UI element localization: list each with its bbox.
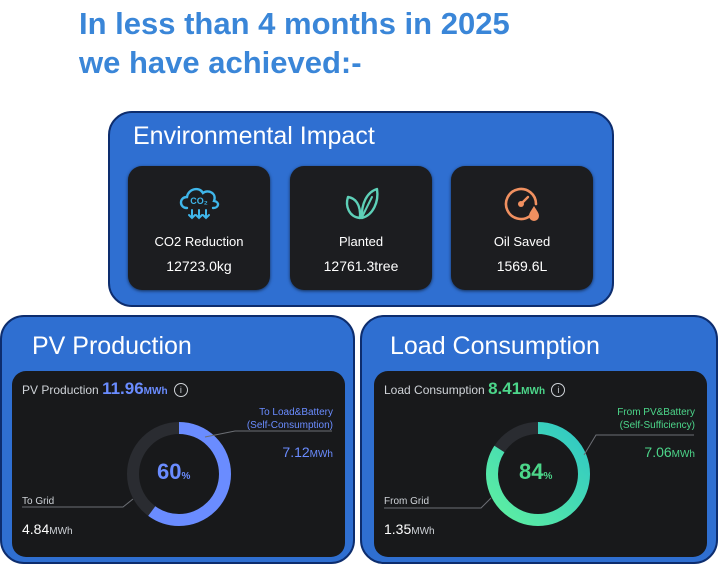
pv-left-value: 4.84 xyxy=(22,521,50,537)
pv-header-value: 11.96 xyxy=(102,379,144,398)
pv-self-consumption-value: 7.12MWh xyxy=(282,444,333,460)
load-consumption-panel: Load Consumption Load Consumption 8.41MW… xyxy=(360,315,718,564)
pv-left-leader-line xyxy=(22,498,134,508)
pv-production-panel: PV Production PV Production 11.96MWh i 6… xyxy=(0,315,355,564)
planted-card[interactable]: Planted 12761.3tree xyxy=(290,166,432,290)
pv-production-widget[interactable]: PV Production 11.96MWh i 60% To Load&Bat… xyxy=(12,371,345,557)
svg-text:CO₂: CO₂ xyxy=(190,196,208,206)
load-left-value: 1.35 xyxy=(384,521,412,537)
load-right-value: 7.06 xyxy=(644,444,672,460)
pv-left-unit: MWh xyxy=(49,526,73,537)
pv-right-unit: MWh xyxy=(309,449,333,460)
pv-to-grid-label: To Grid xyxy=(22,496,55,507)
load-header-label: Load Consumption xyxy=(384,383,485,397)
load-consumption-title: Load Consumption xyxy=(390,332,600,360)
load-header-value: 8.41 xyxy=(488,379,522,398)
load-consumption-widget[interactable]: Load Consumption 8.41MWh i 84% From PV&B… xyxy=(374,371,707,557)
pv-self-consumption-label: To Load&Battery (Self-Consumption) xyxy=(247,406,333,432)
load-left-leader-line xyxy=(384,497,492,509)
oil-saved-card[interactable]: Oil Saved 1569.6L xyxy=(451,166,593,290)
pv-right-leader-line xyxy=(204,430,332,438)
load-percent-value: 84 xyxy=(519,459,544,484)
planted-value: 12761.3tree xyxy=(323,258,399,274)
oil-gauge-icon xyxy=(451,184,593,222)
load-donut-chart xyxy=(384,422,694,526)
load-header-unit: MWh xyxy=(521,386,546,397)
environmental-impact-title: Environmental Impact xyxy=(133,122,375,150)
pv-donut-arc xyxy=(127,422,231,526)
oil-saved-value: 1569.6L xyxy=(496,258,548,274)
load-right-leader-line xyxy=(583,434,694,456)
load-self-sufficiency-label: From PV&Battery (Self-Sufficiency) xyxy=(617,406,695,432)
pv-right-value: 7.12 xyxy=(282,444,310,460)
pv-right-label-1: To Load&Battery xyxy=(259,407,333,418)
headline-line-2: we have achieved:- xyxy=(79,45,362,80)
oil-saved-label: Oil Saved xyxy=(493,234,551,249)
pv-to-grid-value: 4.84MWh xyxy=(22,521,73,537)
co2-reduction-label: CO2 Reduction xyxy=(154,234,244,249)
load-right-label-1: From PV&Battery xyxy=(617,407,695,418)
load-consumption-header: Load Consumption 8.41MWh i xyxy=(384,379,566,399)
pv-header-unit: MWh xyxy=(143,386,168,397)
info-icon[interactable]: i xyxy=(551,383,566,397)
headline-line-1: In less than 4 months in 2025 xyxy=(79,6,510,41)
pv-production-title: PV Production xyxy=(32,332,192,360)
load-right-unit: MWh xyxy=(671,449,695,460)
environmental-impact-panel: Environmental Impact CO₂ CO2 Reduction 1… xyxy=(108,111,614,307)
load-from-grid-value: 1.35MWh xyxy=(384,521,435,537)
co2-reduction-card[interactable]: CO₂ CO2 Reduction 12723.0kg xyxy=(128,166,270,290)
info-icon[interactable]: i xyxy=(173,383,188,397)
pv-production-header: PV Production 11.96MWh i xyxy=(22,379,188,399)
load-percent: 84% xyxy=(519,459,552,485)
load-percent-sign: % xyxy=(543,471,553,482)
pv-percent: 60% xyxy=(157,459,190,485)
pv-donut-chart xyxy=(22,422,332,526)
co2-reduction-value: 12723.0kg xyxy=(166,258,232,274)
leaf-icon xyxy=(290,184,432,222)
planted-label: Planted xyxy=(338,234,384,249)
load-donut-arc xyxy=(486,422,590,526)
pv-percent-sign: % xyxy=(181,471,191,482)
load-self-sufficiency-value: 7.06MWh xyxy=(644,444,695,460)
load-right-label-2: (Self-Sufficiency) xyxy=(619,420,695,431)
load-left-unit: MWh xyxy=(411,526,435,537)
headline: In less than 4 months in 2025 we have ac… xyxy=(79,4,510,82)
co2-cloud-icon: CO₂ xyxy=(128,184,270,222)
pv-right-label-2: (Self-Consumption) xyxy=(246,420,333,431)
pv-percent-value: 60 xyxy=(157,459,182,484)
pv-header-label: PV Production xyxy=(22,383,99,397)
load-from-grid-label: From Grid xyxy=(384,496,429,507)
